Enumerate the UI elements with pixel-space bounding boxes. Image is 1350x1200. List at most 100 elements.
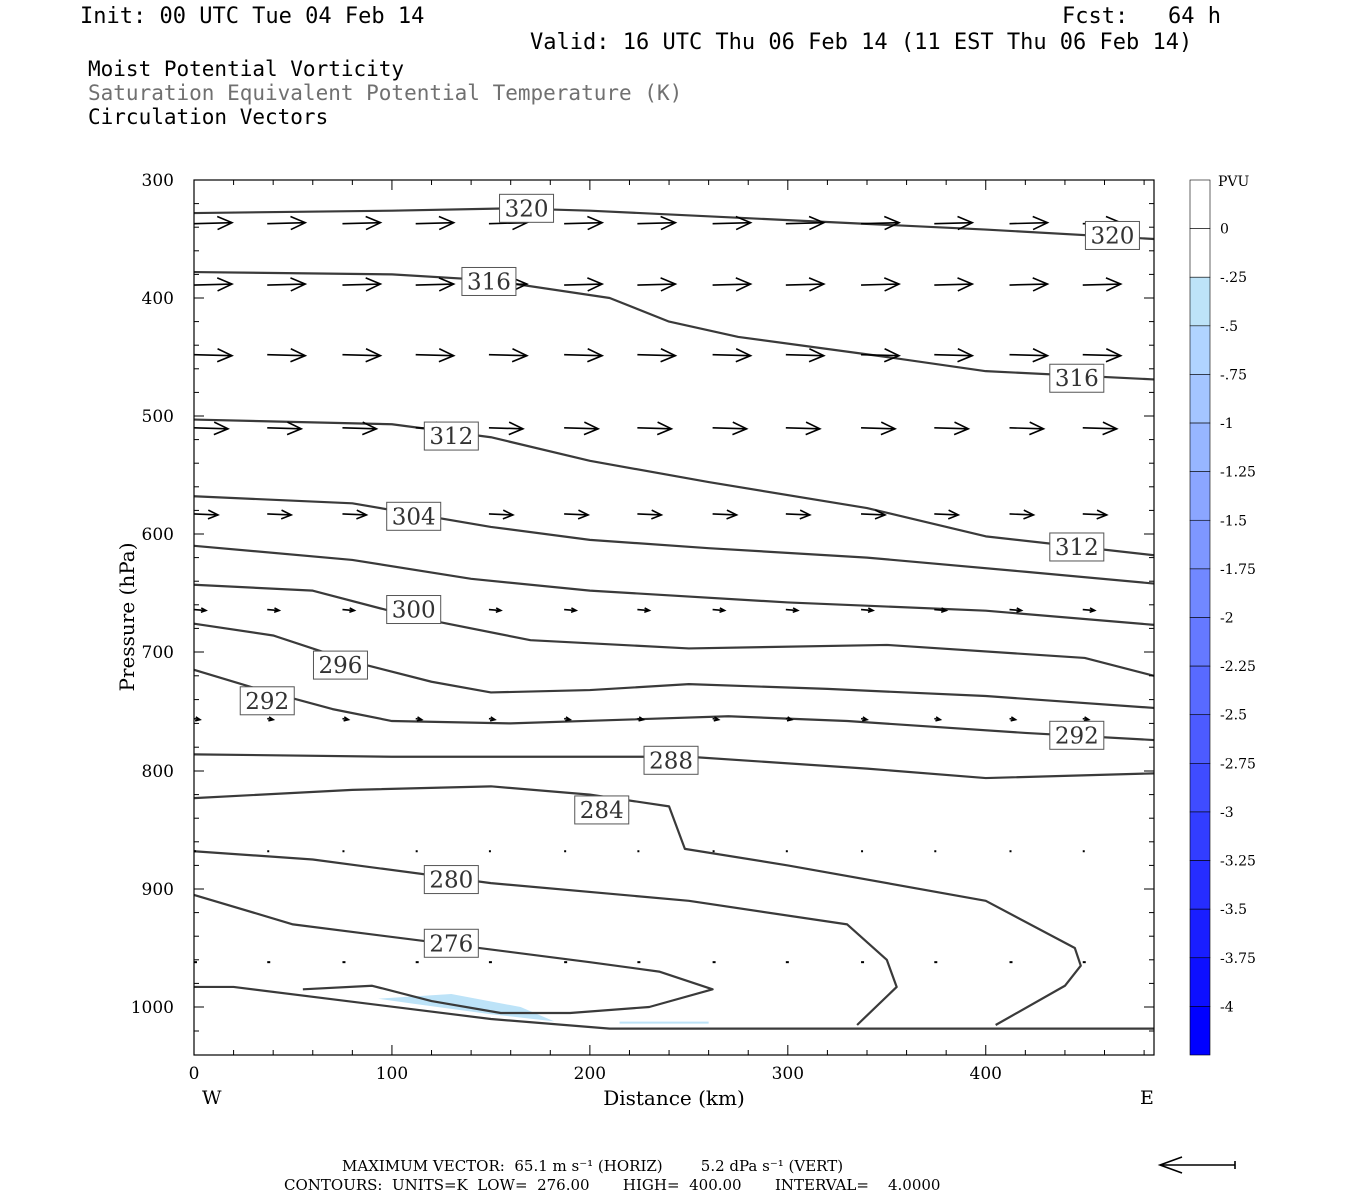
circulation-vector <box>1009 427 1044 430</box>
circulation-vector-head <box>883 277 902 292</box>
contour-label-280: 280 <box>429 868 473 894</box>
circulation-vector-head <box>957 215 975 231</box>
circulation-vector-head <box>874 509 888 520</box>
circulation-vector <box>193 427 229 430</box>
circulation-vector <box>267 283 306 286</box>
contour-label-288: 288 <box>649 748 693 774</box>
contour-label-320: 320 <box>505 196 549 222</box>
circulation-vector-head <box>194 716 202 722</box>
circulation-vector-head <box>216 277 234 292</box>
circulation-vector <box>193 221 233 225</box>
y-tick-label: 500 <box>142 407 174 427</box>
colorbar-bin <box>1189 568 1211 618</box>
colorbar-units: PVU <box>1218 174 1250 190</box>
colorbar-label: -.75 <box>1220 367 1247 383</box>
circulation-vector-head <box>660 215 678 231</box>
circulation-vector <box>934 513 959 516</box>
contour-316 <box>193 270 1155 381</box>
y-tick-label: 600 <box>142 525 174 545</box>
contour-label-box <box>239 686 295 716</box>
vector-layer <box>193 215 1123 964</box>
contour-label-box <box>461 266 517 296</box>
circulation-vector <box>488 427 523 430</box>
valid-time: Valid: 16 UTC Thu 06 Feb 14 (11 EST Thu … <box>530 30 1193 55</box>
circulation-vector <box>934 221 973 225</box>
circulation-vector <box>861 427 896 430</box>
circulation-vector-head <box>947 509 961 520</box>
contour-ground <box>194 985 1154 1030</box>
contour-label-316: 316 <box>467 269 511 295</box>
y-tick-label: 800 <box>142 762 174 782</box>
contour-label-box <box>423 421 479 451</box>
circulation-vector-head <box>290 277 308 292</box>
circulation-vector-head <box>1032 277 1050 292</box>
colorbar-label: -2 <box>1220 611 1234 627</box>
circulation-vector <box>637 221 676 225</box>
circulation-vector <box>488 221 527 225</box>
contour-label-312: 312 <box>1055 535 1099 561</box>
x-axis-label: Distance (km) <box>603 1086 745 1110</box>
contour-label-300: 300 <box>392 598 436 624</box>
y-axis-label: Pressure (hPa) <box>115 543 139 692</box>
circulation-vector-head <box>216 215 234 231</box>
circulation-vector-head <box>644 607 652 614</box>
circulation-vector <box>861 221 900 225</box>
colorbar-label: 0 <box>1220 222 1229 238</box>
circulation-vector <box>934 353 973 357</box>
circulation-vector <box>1009 513 1034 516</box>
circulation-vector-head <box>726 509 739 520</box>
circulation-vector <box>861 353 900 357</box>
circulation-vector <box>488 353 527 357</box>
y-tick-label: 400 <box>142 289 174 309</box>
contour-label-box <box>1049 532 1105 562</box>
circulation-vector <box>712 513 737 516</box>
circulation-vector-head <box>489 716 497 722</box>
title-theta-es: Saturation Equivalent Potential Temperat… <box>88 81 683 105</box>
circulation-vector <box>342 608 355 612</box>
circulation-vector-head <box>732 421 749 436</box>
contour-292 <box>193 668 1155 742</box>
circulation-vector-head <box>286 421 304 436</box>
circulation-vector <box>342 513 367 516</box>
circulation-vector <box>267 608 280 612</box>
circulation-vector-head <box>862 716 869 722</box>
circulation-vector-head <box>273 607 282 614</box>
y-tick-label: 300 <box>142 171 174 191</box>
pv-shading-layer <box>378 994 709 1024</box>
colorbar-bin <box>1189 179 1211 229</box>
y-tick-label: 1000 <box>131 998 174 1018</box>
circulation-vector <box>488 513 513 516</box>
circulation-vector-head <box>883 215 902 231</box>
contour-label-296: 296 <box>319 653 363 679</box>
colorbar-bin <box>1189 471 1211 521</box>
contour-label-312: 312 <box>429 424 473 450</box>
circulation-vector <box>637 353 676 357</box>
colorbar-label: -2.75 <box>1220 756 1256 772</box>
circulation-vector-head <box>1096 509 1109 520</box>
circulation-vector <box>564 353 603 357</box>
circulation-vector-head <box>511 348 529 363</box>
contour-layer <box>193 207 1155 1030</box>
circulation-vector <box>934 427 969 430</box>
circulation-vector <box>637 608 650 612</box>
circulation-vector-head <box>495 607 503 614</box>
colorbar-bin <box>1189 325 1211 375</box>
colorbar-label: -4 <box>1220 999 1234 1015</box>
circulation-vector <box>1082 513 1107 516</box>
circulation-vector-head <box>565 716 573 722</box>
circulation-vector-head <box>735 215 753 231</box>
circulation-vector <box>785 427 820 430</box>
circulation-vector-head <box>362 421 379 436</box>
contour-label-320: 320 <box>1090 223 1134 249</box>
contour-info-note: CONTOURS: UNITS=K LOW= 276.00 HIGH= 400.… <box>284 1176 941 1194</box>
circulation-vector-head <box>365 277 383 292</box>
colorbar-label: -3 <box>1220 805 1234 821</box>
title-vectors: Circulation Vectors <box>88 105 329 129</box>
colorbar-label: -.5 <box>1220 319 1238 335</box>
circulation-vector-head <box>587 348 605 363</box>
circulation-vector <box>712 283 751 286</box>
circulation-vector <box>934 283 973 286</box>
circulation-vector-head <box>200 607 208 614</box>
colorbar-bin <box>1189 860 1211 910</box>
